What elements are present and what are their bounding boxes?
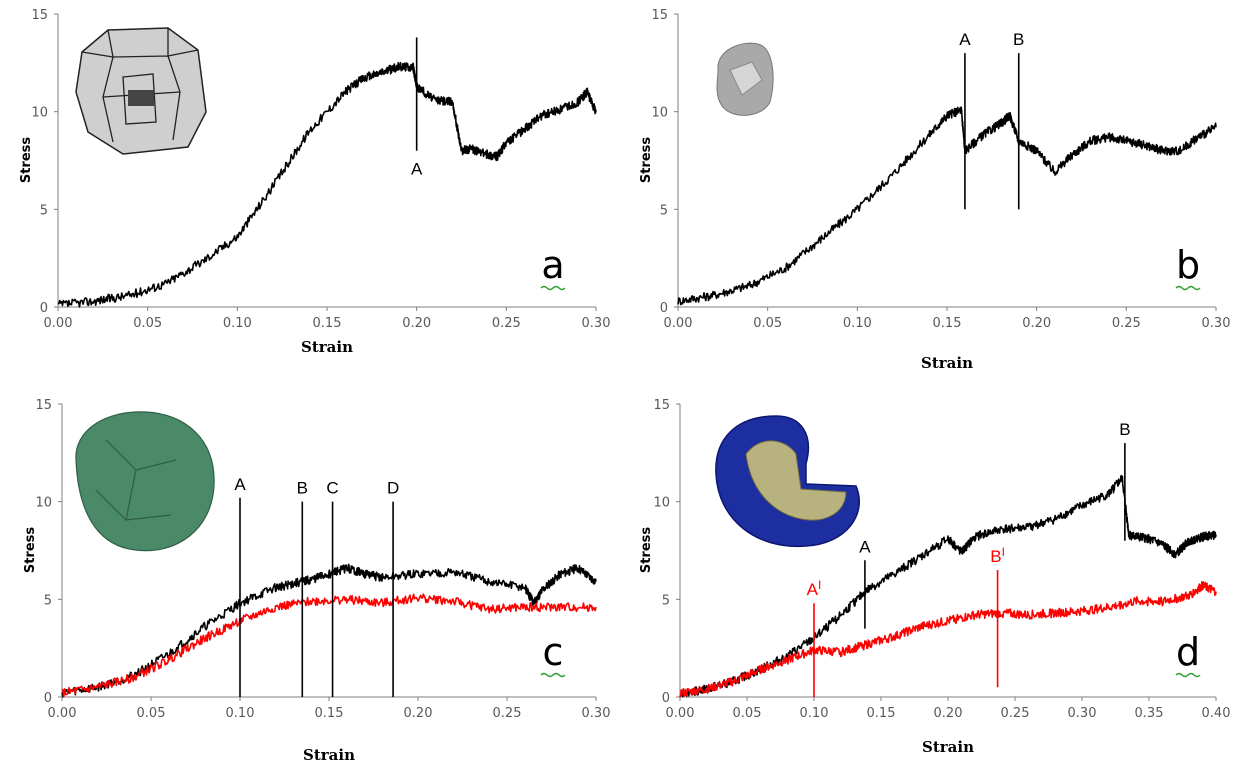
y-axis-label: Stress [639,527,654,574]
x-tick-label: 0.05 [137,706,166,721]
x-tick-label: 0.00 [664,316,693,331]
x-tick-label: 0.05 [133,316,162,331]
marker-label-a: A [411,160,423,179]
chart-panel-a: 0 5 10 15 0.00 0.05 0.10 0.15 0.20 0.25 0.30 Strain… [19,8,610,356]
inset-particle-image [75,411,215,552]
x-tick-label: 0.00 [44,316,73,331]
x-tick-label: 0.25 [492,316,521,331]
x-tick-label: 0.15 [315,706,344,721]
x-tick-label: 0.40 [1202,706,1231,721]
panel-label: c [543,630,564,674]
marker-label-b: B [297,479,308,498]
x-tick-label: 0.10 [223,316,252,331]
x-tick-label: 0.10 [226,706,255,721]
x-tick-label: 0.15 [867,706,896,721]
x-tick-label: 0.20 [404,706,433,721]
x-tick-label: 0.30 [1068,706,1097,721]
x-tick-label: 0.25 [493,706,522,721]
y-axis-label: Stress [19,137,34,184]
grain-dark-facet [128,90,154,106]
x-tick-label: 0.30 [582,316,611,331]
spellcheck-squiggle [1175,672,1201,678]
x-tick-label: 0.10 [800,706,829,721]
y-tick-label: 15 [31,8,48,23]
x-tick-label: 0.30 [1202,316,1231,331]
grain-facet [729,61,763,96]
y-tick-label: 10 [31,106,48,121]
y-tick-label: 0 [40,301,48,316]
inset-particle-image [716,42,774,116]
spellcheck-squiggle [540,672,566,678]
x-tick-label: 0.05 [753,316,782,331]
x-axis-label: Strain [922,738,974,756]
x-tick-label: 0.00 [666,706,695,721]
marker-label-a: AI [807,578,822,599]
x-axis-label: Strain [921,354,973,372]
x-tick-label: 0.30 [582,706,611,721]
chart-panel-c: 0 5 10 15 0.00 0.05 0.10 0.15 0.20 0.25 0.30 Strain… [23,398,610,764]
y-tick-label: 0 [662,691,670,706]
x-tick-label: 0.20 [402,316,431,331]
series-line-red [679,580,1217,698]
y-tick-label: 0 [44,691,52,706]
y-tick-label: 10 [35,496,52,511]
chart-panel-d: 0 5 10 15 0.00 0.05 0.10 0.15 0.20 0.25 0.30 0.35 0.… [639,398,1230,756]
x-tick-label: 0.25 [1001,706,1030,721]
inset-particle-image [715,415,861,548]
x-tick-label: 0.20 [1022,316,1051,331]
x-axis-label: Strain [303,746,355,764]
marker-label-a: A [959,30,971,49]
y-tick-label: 5 [662,593,670,608]
inset-particle-image [75,27,207,155]
marker-label-b: B [1119,420,1130,439]
series-line-black [679,474,1217,698]
series-line-black [61,563,597,698]
x-tick-label: 0.05 [733,706,762,721]
grain-facets [95,439,177,521]
x-tick-label: 0.25 [1112,316,1141,331]
spellcheck-squiggle [1175,285,1201,291]
marker-label-b: BI [990,545,1005,566]
marker-label-d: D [387,479,399,498]
y-axis-label: Stress [23,527,38,574]
y-tick-label: 15 [653,398,670,413]
y-tick-label: 10 [653,496,670,511]
marker-label-a: A [234,475,246,494]
x-tick-label: 0.15 [933,316,962,331]
y-tick-label: 5 [44,593,52,608]
y-tick-label: 15 [651,8,668,23]
y-tick-label: 0 [660,301,668,316]
x-axis-label: Strain [301,338,353,356]
y-tick-label: 5 [660,203,668,218]
grain-body [75,411,215,552]
series-line-red [61,593,597,698]
x-tick-label: 0.15 [313,316,342,331]
panel-label: a [541,243,564,287]
spellcheck-squiggle [540,285,566,291]
marker-label-b: B [1013,30,1024,49]
y-tick-label: 10 [651,106,668,121]
y-axis-label: Stress [639,137,654,184]
series-line-black [677,106,1217,306]
chart-panel-b: 0 5 10 15 0.00 0.05 0.10 0.15 0.20 0.25 0.30 Strain… [639,8,1230,372]
x-tick-label: 0.10 [843,316,872,331]
x-tick-label: 0.00 [48,706,77,721]
panel-label: d [1176,630,1200,674]
x-tick-label: 0.35 [1135,706,1164,721]
panel-label: b [1176,243,1200,287]
y-tick-label: 5 [40,203,48,218]
marker-label-c: C [326,479,338,498]
x-tick-label: 0.20 [934,706,963,721]
grain-interior [745,440,847,521]
y-tick-label: 15 [35,398,52,413]
marker-label-a: A [859,537,871,556]
